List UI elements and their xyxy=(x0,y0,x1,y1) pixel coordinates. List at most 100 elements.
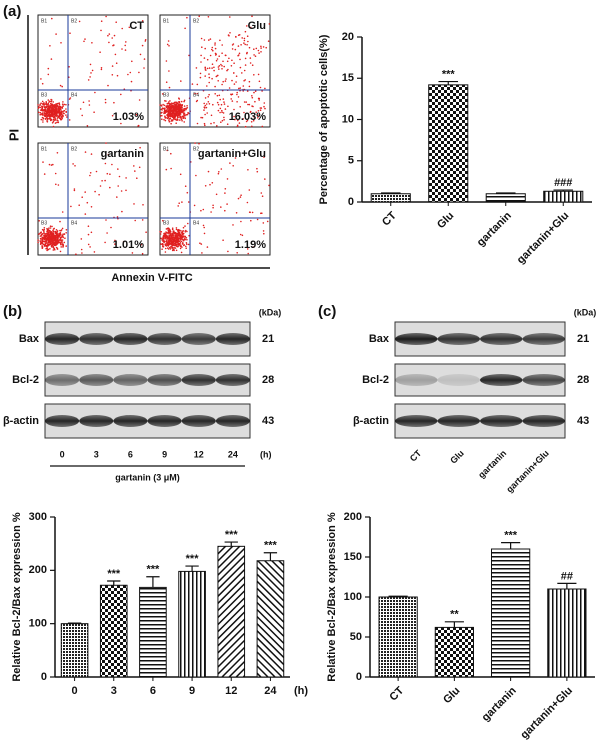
event-dot xyxy=(246,201,249,204)
event-dot xyxy=(263,105,265,108)
lane-label: Glu xyxy=(448,448,466,466)
event-dot xyxy=(200,54,202,57)
event-dot xyxy=(61,107,64,109)
event-dot xyxy=(238,122,241,124)
event-dot xyxy=(168,109,170,112)
event-dot xyxy=(220,103,223,106)
event-dot xyxy=(49,248,51,250)
event-dot xyxy=(253,116,255,118)
blot-band xyxy=(480,415,523,427)
event-dot xyxy=(166,114,168,116)
event-dot xyxy=(219,107,222,110)
kda-label: 21 xyxy=(577,333,589,345)
event-dot xyxy=(199,72,202,75)
significance: *** xyxy=(146,564,160,576)
event-dot xyxy=(115,62,118,64)
event-dot xyxy=(53,104,56,106)
event-dot xyxy=(167,237,169,239)
event-dot xyxy=(250,26,252,29)
event-dot xyxy=(140,243,143,246)
event-dot xyxy=(223,116,225,119)
event-dot xyxy=(214,85,216,88)
event-dot xyxy=(247,40,249,43)
event-dot xyxy=(91,69,94,72)
event-dot xyxy=(51,238,53,241)
x-tick-label: gartanin xyxy=(475,210,514,249)
event-dot xyxy=(100,29,102,32)
event-dot xyxy=(178,104,180,106)
event-dot xyxy=(128,26,131,29)
event-dot xyxy=(243,69,246,72)
event-dot xyxy=(174,247,177,249)
event-dot xyxy=(204,113,206,116)
event-dot xyxy=(45,101,47,103)
event-dot xyxy=(57,242,59,244)
event-dot xyxy=(259,109,262,111)
plot-percent: 1.01% xyxy=(113,239,144,251)
event-dot xyxy=(224,80,227,82)
event-dot xyxy=(176,119,179,121)
blot-band xyxy=(215,374,251,386)
event-dot xyxy=(173,242,176,245)
event-dot xyxy=(238,87,240,90)
event-dot xyxy=(46,117,49,120)
event-dot xyxy=(203,102,205,105)
event-dot xyxy=(202,208,205,211)
bar xyxy=(428,84,469,203)
event-dot xyxy=(131,252,134,254)
event-dot xyxy=(256,114,259,117)
event-dot xyxy=(52,249,55,251)
blot-band xyxy=(181,415,216,427)
event-dot xyxy=(234,118,236,121)
event-dot xyxy=(218,171,220,173)
bar xyxy=(178,570,206,678)
event-dot xyxy=(212,103,214,106)
event-dot xyxy=(51,105,54,108)
event-dot xyxy=(174,101,176,103)
blot-band xyxy=(395,333,438,345)
event-dot xyxy=(75,253,77,255)
event-dot xyxy=(61,211,64,213)
event-dot xyxy=(224,192,226,194)
event-dot xyxy=(247,252,249,255)
event-dot xyxy=(213,69,215,72)
event-dot xyxy=(168,120,171,123)
event-dot xyxy=(39,240,41,242)
event-dot xyxy=(171,244,173,247)
event-dot xyxy=(68,119,71,121)
blot-band xyxy=(437,415,480,427)
event-dot xyxy=(168,45,170,47)
event-dot xyxy=(62,233,64,235)
plot-name: CT xyxy=(129,20,144,32)
event-dot xyxy=(110,226,112,229)
event-dot xyxy=(62,246,64,248)
event-dot xyxy=(170,237,173,240)
y-tick-label: 150 xyxy=(344,551,362,563)
event-dot xyxy=(262,222,265,224)
event-dot xyxy=(208,93,210,96)
event-dot xyxy=(48,163,51,166)
event-dot xyxy=(54,118,56,120)
event-dot xyxy=(201,116,204,119)
event-dot xyxy=(227,68,229,71)
event-dot xyxy=(37,239,39,241)
event-dot xyxy=(176,107,178,110)
event-dot xyxy=(183,100,185,103)
event-dot xyxy=(47,102,50,105)
event-dot xyxy=(50,244,53,247)
event-dot xyxy=(163,118,165,121)
event-dot xyxy=(199,76,202,79)
y-tick-label: 0 xyxy=(356,671,362,683)
event-dot xyxy=(139,146,141,149)
event-dot xyxy=(242,85,245,87)
event-dot xyxy=(42,119,44,121)
event-dot xyxy=(182,226,185,229)
x-tick-label: 6 xyxy=(150,685,156,697)
event-dot xyxy=(167,112,169,115)
event-dot xyxy=(227,250,229,253)
event-dot xyxy=(39,106,42,109)
event-dot xyxy=(170,242,172,244)
event-dot xyxy=(236,91,238,94)
event-dot xyxy=(222,60,224,63)
bar xyxy=(547,588,587,678)
